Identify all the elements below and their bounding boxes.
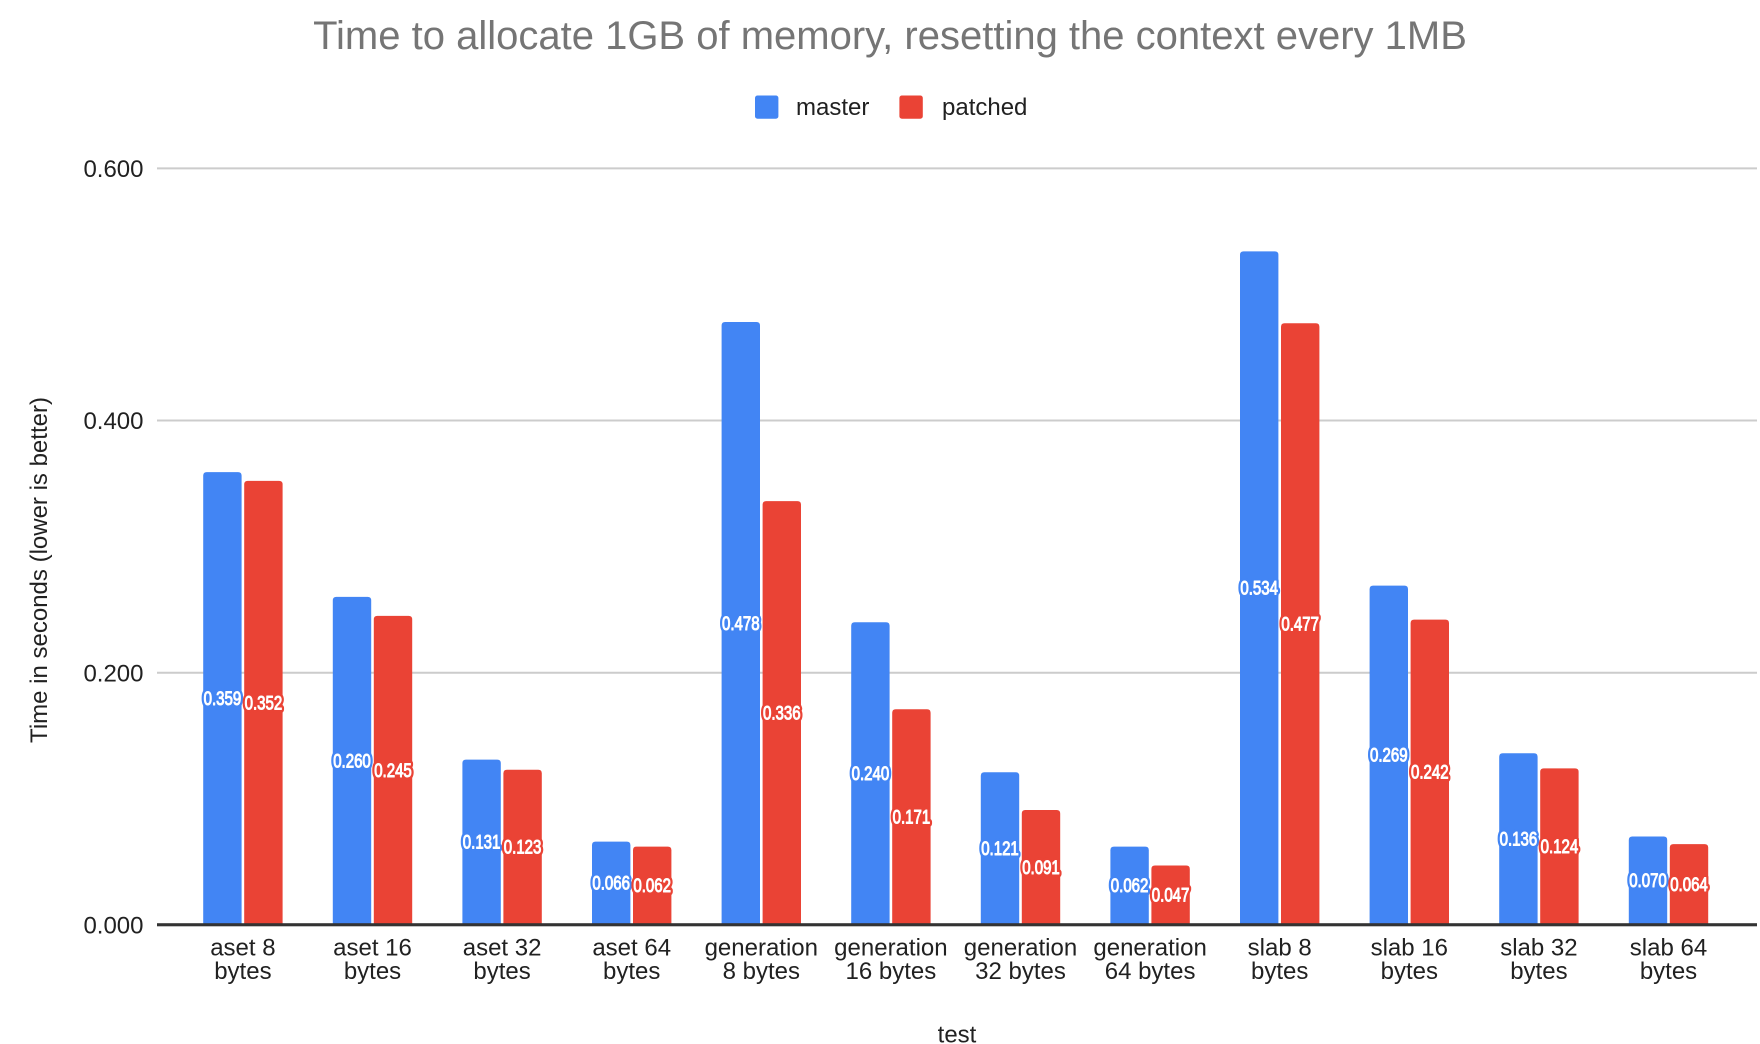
svg-text:0.047: 0.047 (1152, 886, 1190, 907)
svg-text:0.131: 0.131 (463, 833, 501, 854)
svg-text:0.200: 0.200 (83, 660, 143, 687)
svg-text:0.240: 0.240 (852, 764, 890, 785)
svg-text:0.121: 0.121 (981, 839, 1019, 860)
svg-text:0.066: 0.066 (592, 874, 630, 895)
svg-text:0.121: 0.121 (981, 839, 1019, 860)
svg-text:0.171: 0.171 (893, 808, 931, 829)
svg-text:0.091: 0.091 (1022, 858, 1060, 879)
svg-text:0.062: 0.062 (1111, 876, 1149, 897)
svg-text:0.359: 0.359 (204, 689, 242, 710)
svg-text:0.478: 0.478 (722, 614, 760, 635)
svg-text:0.240: 0.240 (852, 764, 890, 785)
svg-text:0.136: 0.136 (1500, 830, 1538, 851)
svg-text:0.062: 0.062 (1111, 876, 1149, 897)
svg-text:0.269: 0.269 (1370, 746, 1408, 767)
svg-text:0.070: 0.070 (1629, 871, 1667, 892)
svg-text:0.352: 0.352 (245, 693, 283, 714)
svg-text:0.136: 0.136 (1500, 830, 1538, 851)
svg-text:0.123: 0.123 (504, 838, 542, 859)
svg-text:0.260: 0.260 (333, 751, 371, 772)
svg-text:0.477: 0.477 (1281, 615, 1319, 636)
svg-text:0.131: 0.131 (463, 833, 501, 854)
svg-text:Time to allocate 1GB of memory: Time to allocate 1GB of memory, resettin… (313, 14, 1467, 58)
svg-text:0.000: 0.000 (83, 913, 143, 940)
svg-text:0.047: 0.047 (1152, 886, 1190, 907)
svg-text:0.070: 0.070 (1629, 871, 1667, 892)
svg-text:0.478: 0.478 (722, 614, 760, 635)
svg-text:0.123: 0.123 (504, 838, 542, 859)
svg-text:0.534: 0.534 (1240, 579, 1278, 600)
svg-text:0.600: 0.600 (83, 156, 143, 183)
svg-text:0.352: 0.352 (245, 693, 283, 714)
svg-text:Time in seconds (lower is bett: Time in seconds (lower is better) (26, 397, 53, 743)
svg-text:0.269: 0.269 (1370, 746, 1408, 767)
svg-text:0.171: 0.171 (893, 808, 931, 829)
svg-text:0.242: 0.242 (1411, 763, 1449, 784)
svg-text:0.064: 0.064 (1670, 875, 1708, 896)
svg-text:0.242: 0.242 (1411, 763, 1449, 784)
svg-text:0.359: 0.359 (204, 689, 242, 710)
svg-text:0.062: 0.062 (633, 876, 671, 897)
svg-text:0.124: 0.124 (1541, 837, 1579, 858)
svg-text:patched: patched (942, 94, 1027, 121)
svg-text:master: master (796, 94, 869, 121)
svg-text:0.062: 0.062 (633, 876, 671, 897)
svg-text:0.400: 0.400 (83, 408, 143, 435)
svg-text:0.124: 0.124 (1541, 837, 1579, 858)
svg-text:0.245: 0.245 (374, 761, 412, 782)
svg-text:0.336: 0.336 (763, 704, 801, 725)
svg-text:0.336: 0.336 (763, 704, 801, 725)
svg-text:0.091: 0.091 (1022, 858, 1060, 879)
svg-text:0.260: 0.260 (333, 751, 371, 772)
svg-text:0.477: 0.477 (1281, 615, 1319, 636)
svg-text:0.534: 0.534 (1240, 579, 1278, 600)
svg-text:0.245: 0.245 (374, 761, 412, 782)
svg-text:test: test (938, 1021, 977, 1044)
svg-text:0.066: 0.066 (592, 874, 630, 895)
svg-text:0.064: 0.064 (1670, 875, 1708, 896)
